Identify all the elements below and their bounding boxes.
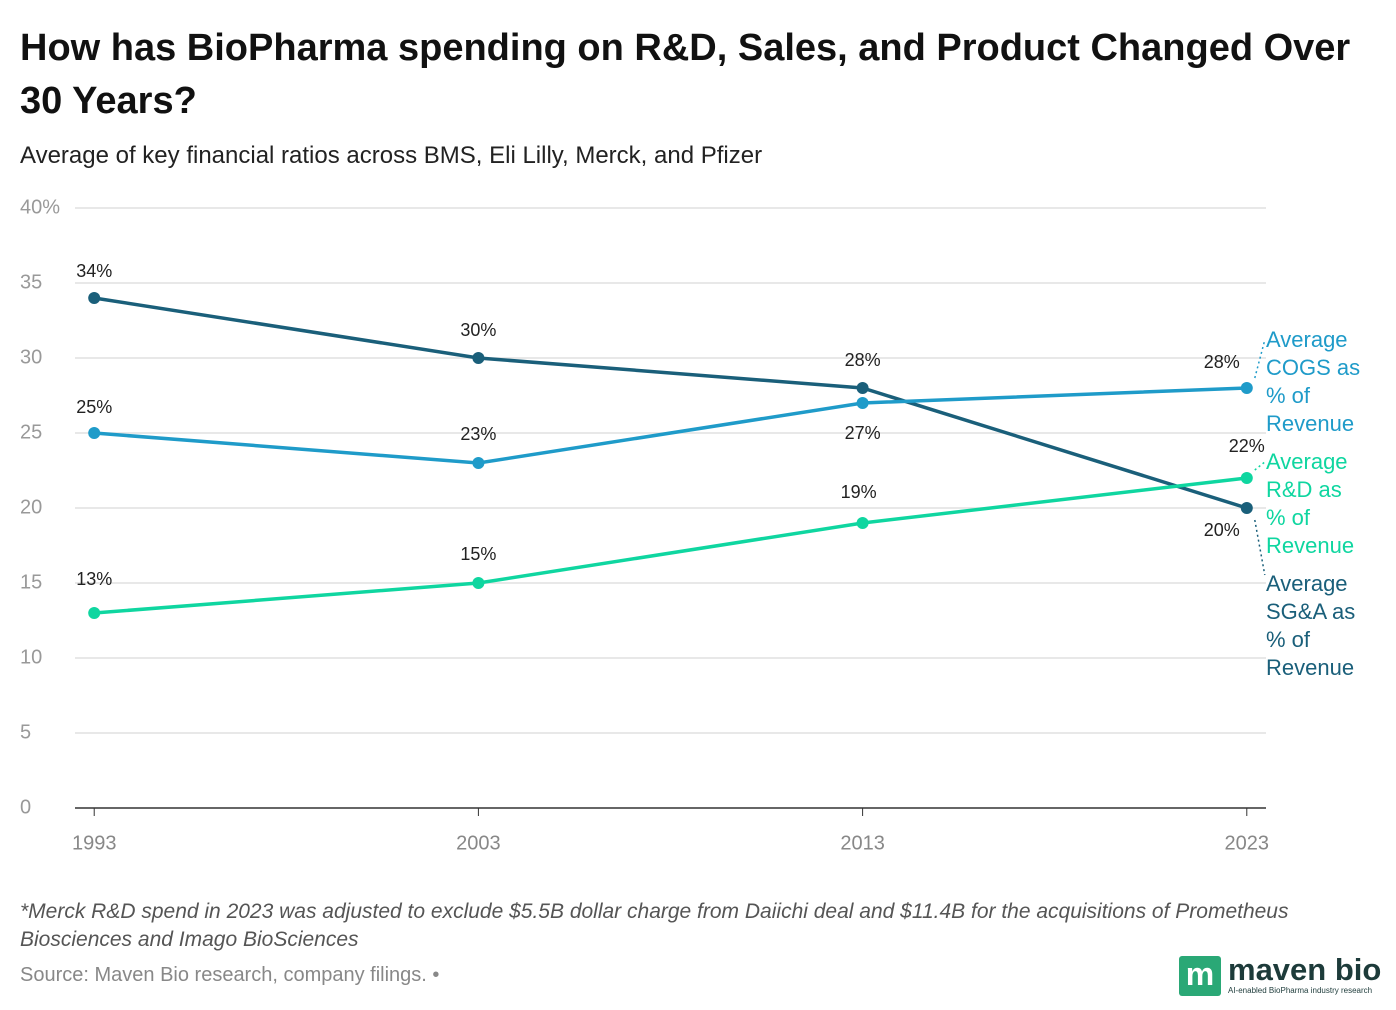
x-tick-label: 1993 [72,832,117,854]
y-tick-label: 30 [20,346,42,368]
data-label: 22% [1229,436,1265,456]
series-line [94,476,1247,615]
legend-connector [1254,461,1266,471]
data-label: 13% [76,569,112,589]
logo-tagline: AI-enabled BioPharma industry research [1228,986,1373,995]
legend-label: Average SG&A as % of Revenue [1266,571,1356,680]
y-tick-label: 5 [20,721,31,743]
chart-subtitle: Average of key financial ratios across B… [20,142,763,169]
data-point [472,352,485,364]
data-point [856,382,869,394]
x-tick-label: 2003 [456,832,501,854]
y-tick-label: 20 [20,496,42,518]
logo-name: maven bio [1228,952,1382,987]
legend-connector [1254,339,1266,379]
y-tick-label: 40% [20,196,60,218]
legend-label: Average R&D as % of Revenue [1266,449,1355,558]
data-label: 20% [1204,520,1240,540]
data-label: 15% [460,544,496,564]
data-label: 23% [460,424,496,444]
y-tick-label: 0 [20,796,31,818]
data-point [1240,472,1253,484]
data-label: 19% [841,482,877,502]
legend-label: Average COGS as % of Revenue [1266,327,1361,436]
footnote: *Merck R&D spend in 2023 was adjusted to… [20,900,1289,951]
series-line [93,296,1248,510]
data-point [88,607,101,619]
data-label: 27% [845,423,881,443]
data-point [88,292,101,304]
data-point [856,517,869,529]
logo-mark: m [1179,956,1221,996]
y-tick-label: 35 [20,271,42,293]
chart-title: How has BioPharma spending on R&D, Sales… [20,27,1351,122]
legend-connector [1254,519,1266,576]
data-point [856,397,869,409]
data-label: 28% [1204,352,1240,372]
data-label: 28% [845,350,881,370]
data-point [1240,502,1253,514]
y-tick-label: 10 [20,646,42,668]
data-label: 30% [460,320,496,340]
y-tick-label: 15 [20,571,42,593]
data-point [472,457,485,469]
data-point [472,577,485,589]
data-label: 34% [76,261,112,281]
data-point [88,427,101,439]
x-tick-label: 2023 [1225,832,1270,854]
source: Source: Maven Bio research, company fili… [20,964,440,986]
data-point [1240,382,1253,394]
y-tick-label: 25 [20,421,42,443]
x-tick-label: 2013 [840,832,885,854]
data-label: 25% [76,397,112,417]
series-line [94,386,1247,465]
